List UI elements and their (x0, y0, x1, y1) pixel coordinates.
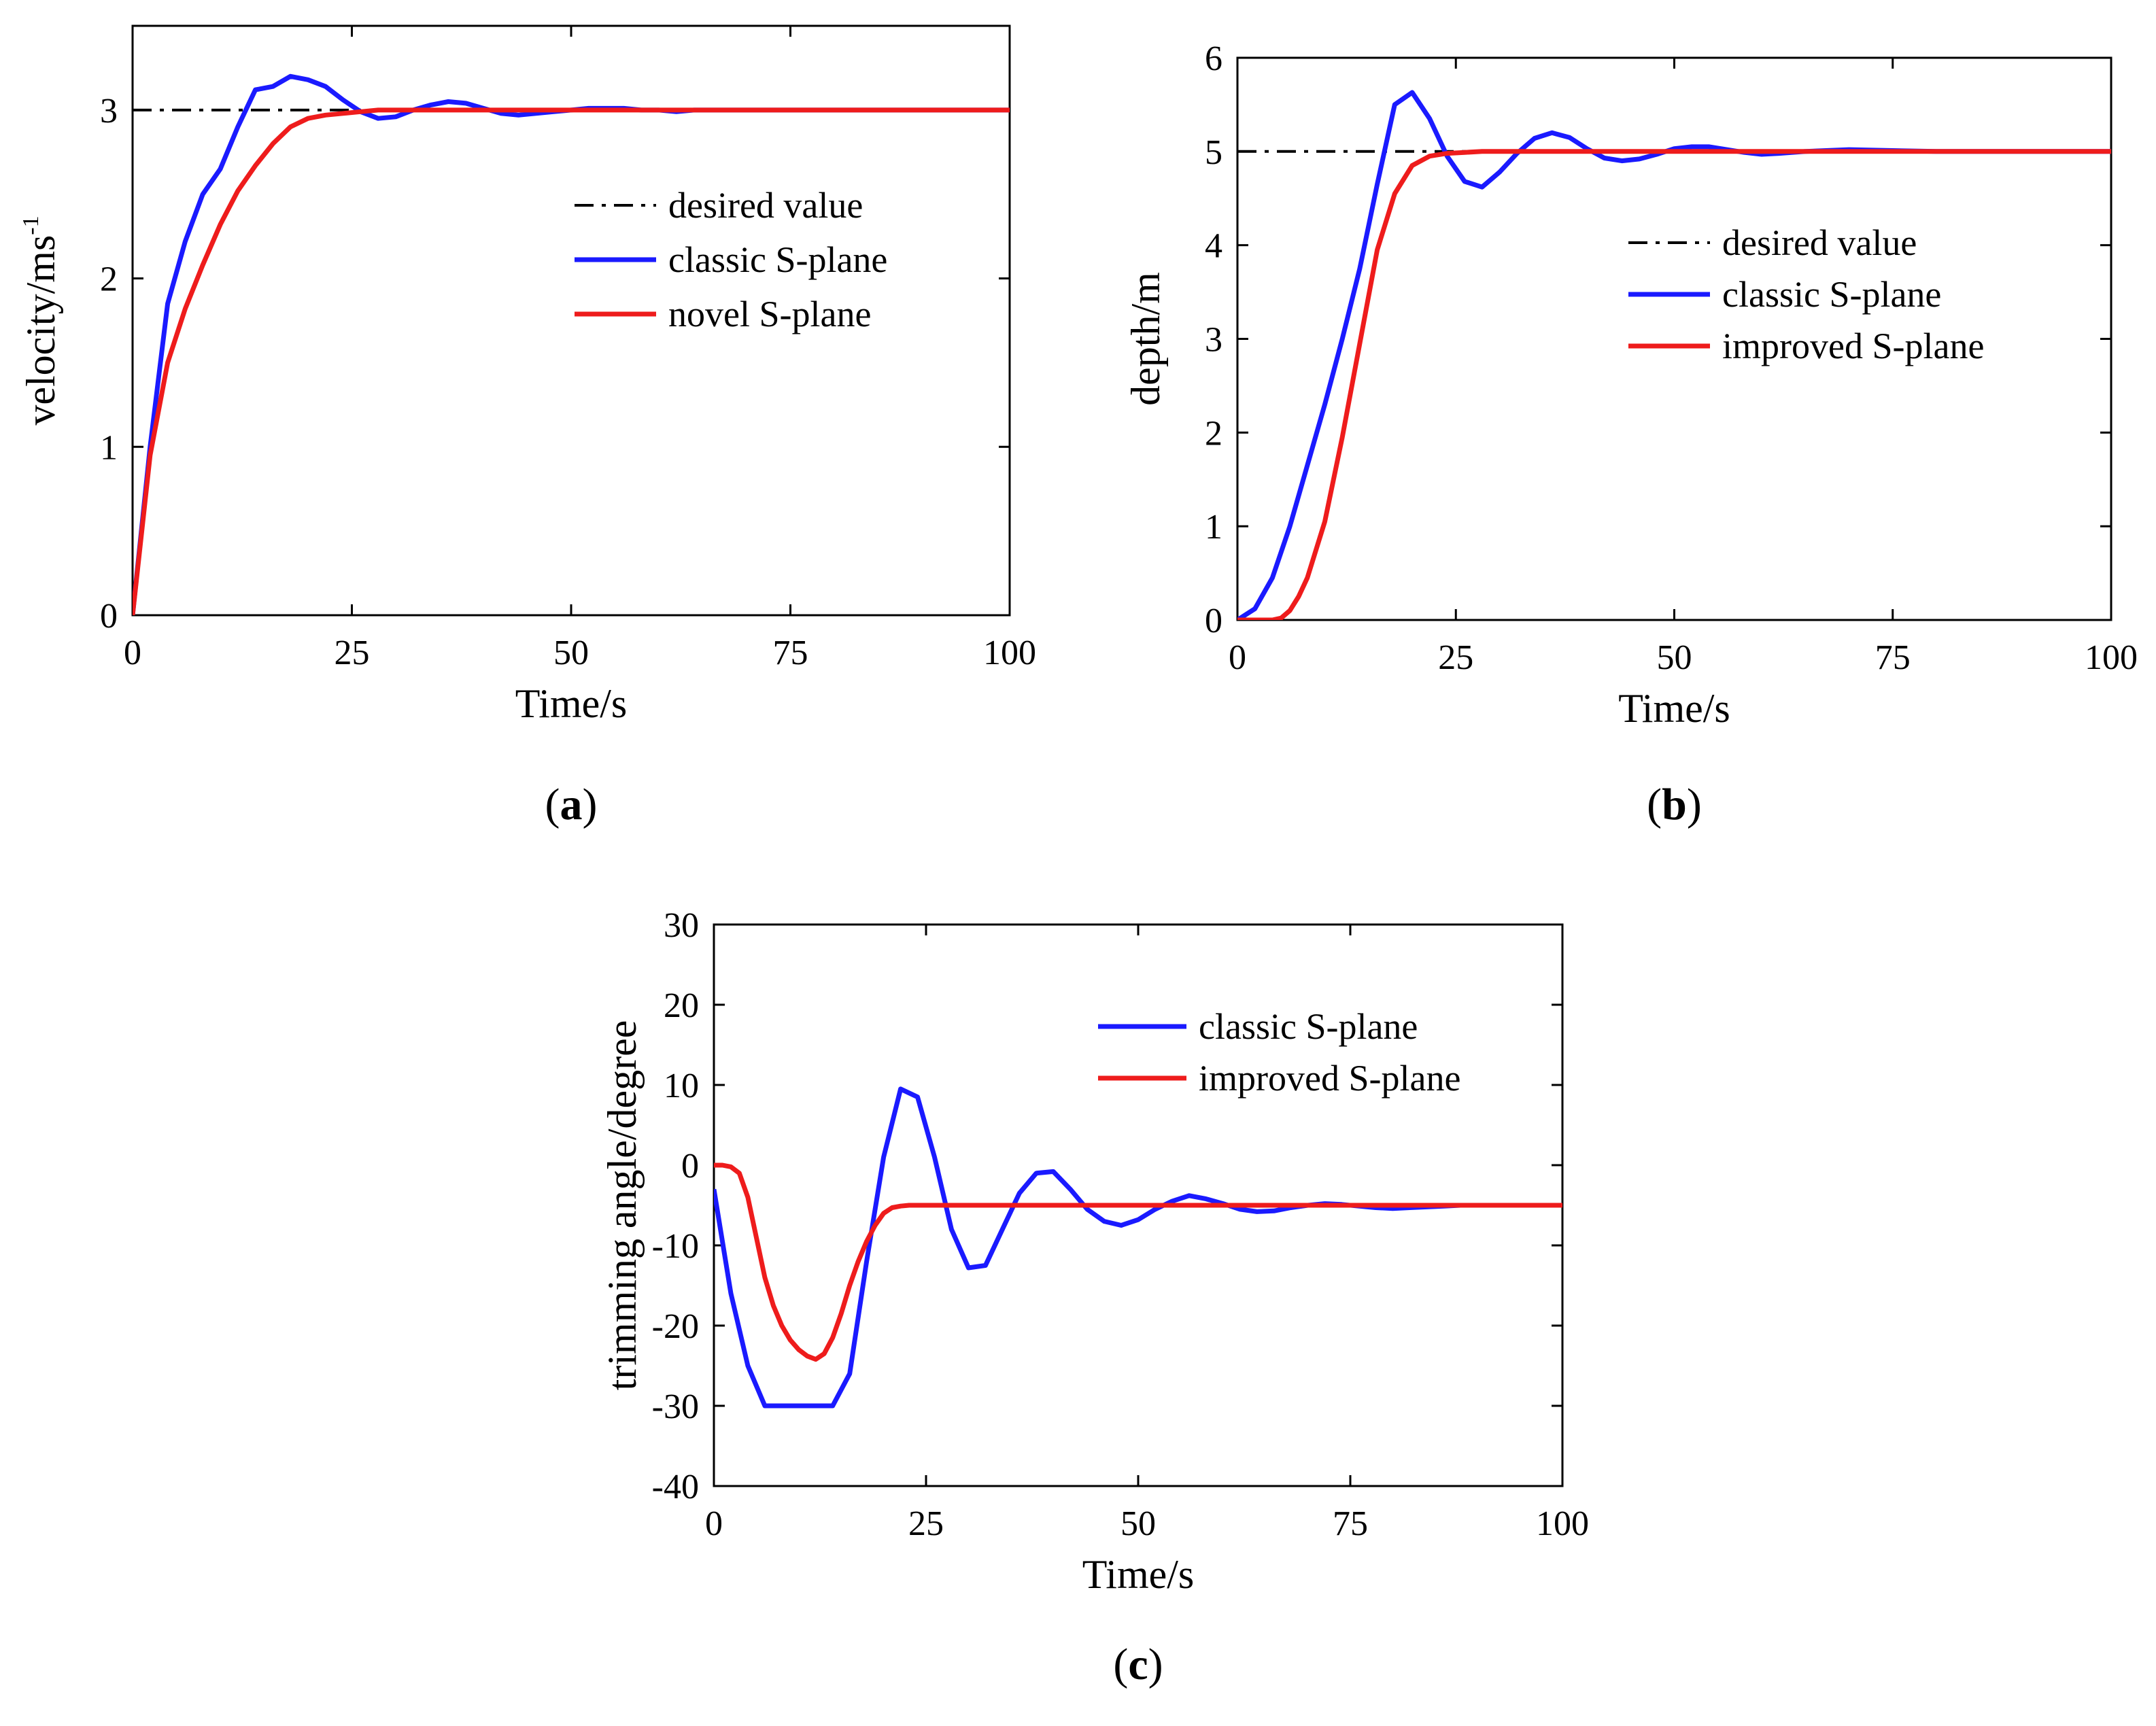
y-tick-label: 3 (1205, 321, 1222, 360)
y-tick-label: 30 (664, 906, 699, 945)
x-tick-label: 50 (1657, 638, 1692, 677)
legend-label: improved S-plane (1722, 326, 1984, 366)
legend-label: improved S-plane (1199, 1058, 1460, 1099)
x-tick-label: 100 (983, 634, 1036, 672)
y-tick-label: -30 (652, 1387, 699, 1426)
series-line-novel-s-plane (133, 107, 1010, 615)
x-tick-label: 75 (773, 634, 808, 672)
y-axis-label: velocity/ms-1 (18, 215, 63, 425)
y-tick-label: 0 (100, 597, 118, 636)
y-tick-label: 6 (1205, 39, 1222, 78)
y-axis-label: trimming angle/degree (600, 1020, 645, 1391)
x-tick-label: 25 (1438, 638, 1473, 677)
chart-panel-a: 0 25 50 75 100 0 1 2 3 Time/s velocity/ms-1 desired… (18, 24, 1036, 829)
y-tick-label: 0 (1205, 602, 1222, 640)
legend-label: novel S-plane (668, 294, 871, 334)
y-tick-label: 1 (1205, 508, 1222, 547)
series-line-classic-s-plane (714, 1086, 1562, 1409)
chart-panel-c: 0 25 50 75 100 -40 -30 -20 -10 0 10 20 30 Time/s trimm… (600, 906, 1589, 1689)
y-tick-label: -20 (652, 1307, 699, 1346)
panel-label-paren: ) (1687, 780, 1702, 829)
y-tick-label: 20 (664, 986, 699, 1025)
panel-label: (a) (545, 780, 598, 829)
plot-frame (131, 24, 1011, 617)
legend-label: desired value (1722, 222, 1917, 263)
y-axis-label-text: depth/m (1123, 272, 1168, 406)
panel-label-paren: ( (1113, 1640, 1128, 1689)
legend-label: classic S-plane (1722, 274, 1941, 315)
y-tick-label: 4 (1205, 227, 1222, 266)
panel-label-paren: ) (583, 780, 598, 829)
y-tick-label: 5 (1205, 133, 1222, 172)
panel-label-paren: ( (545, 780, 560, 829)
x-tick-label: 100 (2085, 638, 2138, 677)
series-line-improved-s-plane (1237, 149, 2111, 620)
chart-panel-b: 0 25 50 75 100 0 1 2 3 4 5 6 Time/s depth/m desired va… (1123, 39, 2138, 829)
x-tick-label: 25 (335, 634, 370, 672)
x-tick-label: 100 (1536, 1504, 1589, 1543)
panel-label: (c) (1113, 1640, 1163, 1689)
y-tick-label: 10 (664, 1067, 699, 1105)
y-tick-label: 2 (1205, 414, 1222, 453)
panel-label: (b) (1647, 780, 1702, 829)
y-tick-label: 2 (100, 260, 118, 299)
x-tick-label: 0 (1229, 638, 1246, 677)
y-axis-label-text: trimming angle/degree (600, 1020, 645, 1391)
x-tick-label: 50 (1120, 1504, 1156, 1543)
y-axis-label: depth/m (1123, 272, 1168, 406)
y-axis-label-text: velocity/ms (18, 235, 63, 426)
series-line-improved-s-plane (714, 1162, 1562, 1362)
y-tick-label: 1 (100, 428, 118, 467)
panel-label-letter: a (560, 780, 583, 829)
legend-label: classic S-plane (1199, 1006, 1418, 1047)
legend-label: desired value (668, 185, 863, 226)
x-tick-label: 0 (124, 634, 141, 672)
x-axis-label: Time/s (1618, 686, 1730, 731)
x-tick-label: 25 (908, 1504, 944, 1543)
y-tick-label: -10 (652, 1227, 699, 1266)
panel-label-letter: b (1662, 780, 1687, 829)
y-axis-label-superscript: -1 (18, 215, 44, 235)
x-tick-label: 75 (1333, 1504, 1368, 1543)
x-axis-label: Time/s (1082, 1552, 1195, 1597)
y-tick-label: -40 (652, 1468, 699, 1506)
y-tick-label: 0 (681, 1147, 699, 1186)
x-tick-label: 0 (705, 1504, 723, 1543)
x-tick-label: 75 (1875, 638, 1911, 677)
panel-label-letter: c (1128, 1640, 1148, 1689)
x-tick-label: 50 (553, 634, 589, 672)
legend-label: classic S-plane (668, 239, 887, 280)
x-axis-label: Time/s (515, 681, 628, 726)
y-tick-label: 3 (100, 92, 118, 131)
panel-label-paren: ( (1647, 780, 1662, 829)
panel-label-paren: ) (1148, 1640, 1163, 1689)
